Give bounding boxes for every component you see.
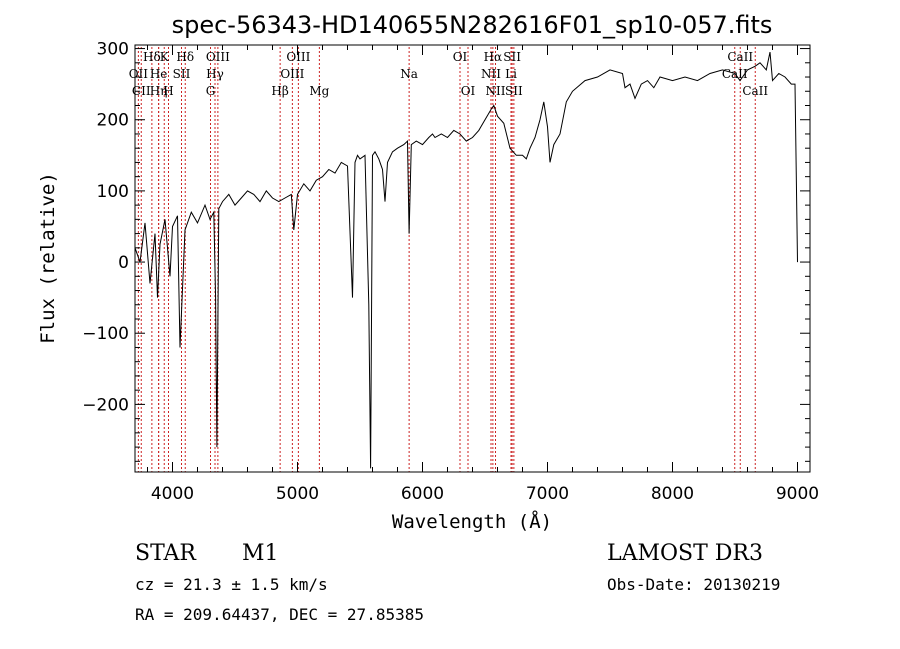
object-subclass: M1 <box>242 541 279 566</box>
y-tick-label: −100 <box>82 324 129 344</box>
emission-line-label: OIII <box>206 50 230 64</box>
emission-line-label: Hβ <box>271 84 288 98</box>
emission-line-label: Hδ <box>176 50 194 64</box>
emission-line-label: Hγ <box>206 67 224 81</box>
x-tick-label: 9000 <box>776 484 819 504</box>
observation-date: Obs-Date: 20130219 <box>607 575 780 594</box>
emission-line-label: SII <box>503 50 521 64</box>
emission-line-label: OI <box>453 50 468 64</box>
emission-line-label: SII <box>505 84 523 98</box>
emission-line-label: SII <box>173 67 191 81</box>
y-tick-label: 200 <box>97 111 129 131</box>
emission-line-label: CII <box>132 84 151 98</box>
emission-line-label: OIII <box>280 67 304 81</box>
emission-line-label: OII <box>129 67 149 81</box>
y-tick-label: 300 <box>97 40 129 60</box>
emission-line-label: OIII <box>286 50 310 64</box>
x-tick-label: 4000 <box>151 484 194 504</box>
emission-line-label: Na <box>400 67 418 81</box>
emission-line-label: CaII <box>742 84 768 98</box>
y-tick-label: 100 <box>97 182 129 202</box>
emission-line-label: He <box>150 67 168 81</box>
emission-line-label: NII <box>481 67 501 81</box>
emission-line-label: Hα <box>484 50 503 64</box>
emission-line-label: Mg <box>309 84 329 98</box>
emission-line-label: K <box>160 50 170 64</box>
emission-line-label: OI <box>461 84 476 98</box>
y-tick-label: 0 <box>118 253 129 273</box>
x-tick-label: 6000 <box>401 484 444 504</box>
emission-line-label: H <box>163 84 173 98</box>
emission-line-label: NII <box>486 84 506 98</box>
object-type: STAR <box>135 541 197 566</box>
spectrum-series-line <box>134 51 798 469</box>
sky-coordinates: RA = 209.64437, DEC = 27.85385 <box>135 605 424 624</box>
x-tick-label: 7000 <box>526 484 569 504</box>
emission-line-label: Li <box>505 67 517 81</box>
x-axis-ticks: 4000 5000 6000 7000 8000 9000 <box>147 45 819 504</box>
redshift-velocity: cz = 21.3 ± 1.5 km/s <box>135 575 328 594</box>
x-axis-label: Wavelength (Å) <box>392 510 552 533</box>
emission-line-markers <box>137 47 756 472</box>
emission-line-label: G <box>206 84 216 98</box>
chart-title: spec-56343-HD140655N282616F01_sp10-057.f… <box>172 11 773 39</box>
y-axis-label: Flux (relative) <box>37 172 59 344</box>
emission-line-label: Hδ <box>143 50 161 64</box>
emission-line-label: CaII <box>727 50 753 64</box>
plot-frame <box>134 44 811 473</box>
emission-line-label: Hη <box>150 84 168 98</box>
x-tick-label: 5000 <box>276 484 319 504</box>
y-tick-label: −200 <box>82 395 129 415</box>
survey-name: LAMOST DR3 <box>607 541 763 566</box>
y-axis-ticks: −200 −100 0 100 200 300 <box>82 40 810 462</box>
x-tick-label: 8000 <box>651 484 694 504</box>
